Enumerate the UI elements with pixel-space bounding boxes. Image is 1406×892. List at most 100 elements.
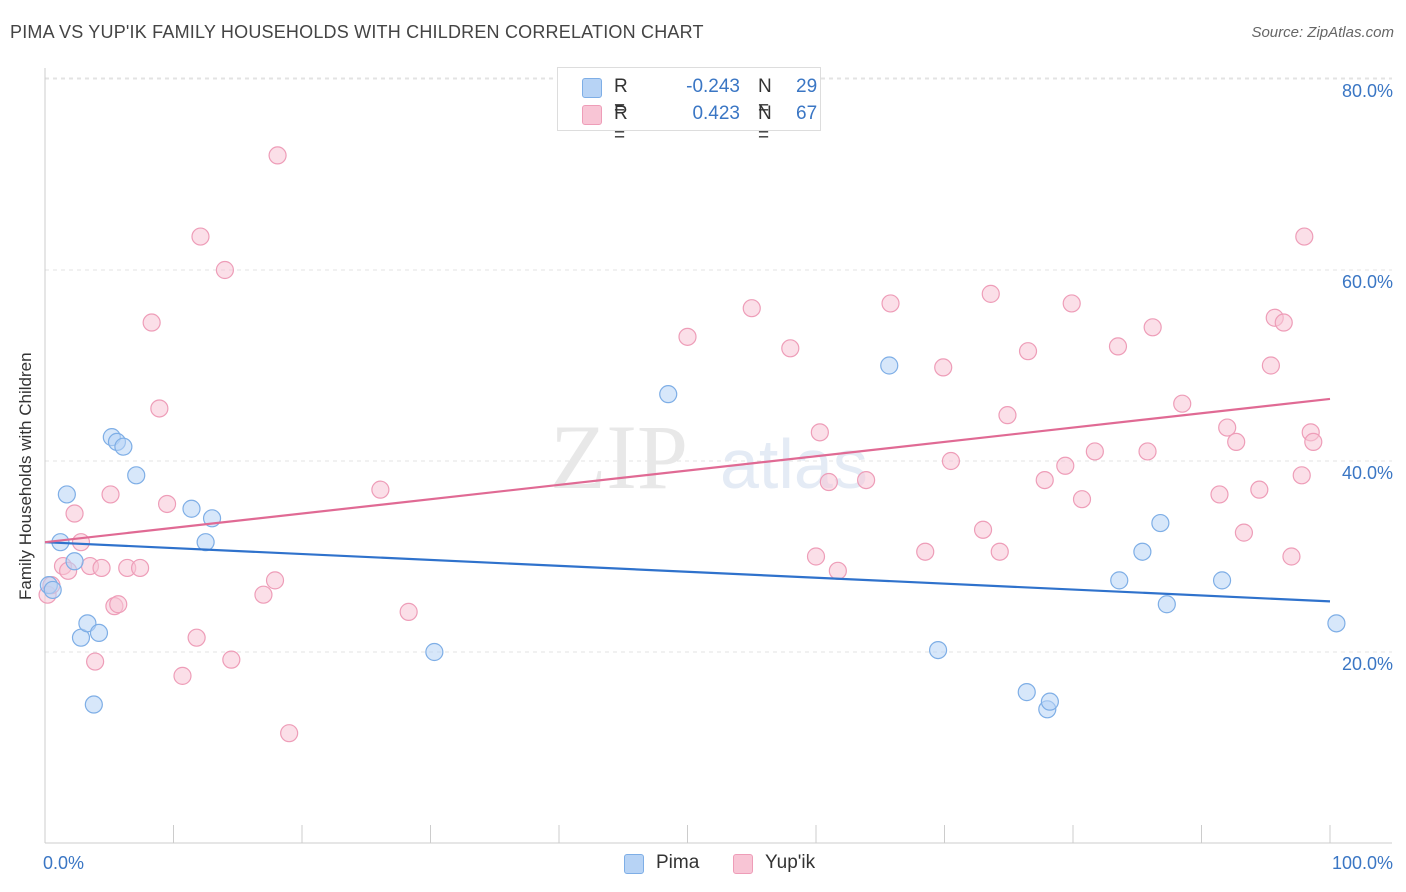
pima-point-3 xyxy=(57,485,76,504)
yupik-point-62 xyxy=(1282,547,1301,566)
yupik-n-label: N = xyxy=(758,103,772,146)
pima-point-7 xyxy=(84,695,103,714)
yupik-point-21 xyxy=(222,650,241,669)
yupik-point-23 xyxy=(265,571,285,590)
pima-legend-label: Pima xyxy=(656,852,700,873)
yupik-point-50 xyxy=(1108,337,1128,356)
yupik-point-38 xyxy=(934,358,953,377)
watermark-zip: ZIP xyxy=(550,406,688,508)
pima-n-label: N = xyxy=(758,76,772,119)
pima-point-24 xyxy=(1133,542,1152,561)
yupik-point-47 xyxy=(1062,294,1081,313)
pima-point-16 xyxy=(425,642,444,662)
yupik-point-48 xyxy=(1072,490,1092,509)
yupik-n-value: 67 xyxy=(796,103,818,124)
pima-point-28 xyxy=(1327,614,1346,633)
pima-point-22 xyxy=(1040,692,1059,711)
grid-layer xyxy=(45,77,1392,653)
yupik-point-22 xyxy=(254,585,273,604)
yupik-point-56 xyxy=(1227,432,1246,451)
pima-point-11 xyxy=(114,437,133,456)
pima-point-1 xyxy=(43,580,62,600)
yupik-point-35 xyxy=(857,471,876,490)
stats-legend: R = -0.243 N = 29 R = 0.423 N = 67 xyxy=(557,67,821,146)
yupik-point-40 xyxy=(973,520,993,539)
pima-point-19 xyxy=(928,640,948,660)
y-axis-label: Family Households with Children xyxy=(16,352,35,600)
yupik-point-26 xyxy=(371,480,390,499)
yupik-point-25 xyxy=(280,724,299,743)
yupik-point-7 xyxy=(86,652,105,671)
yupik-point-36 xyxy=(881,294,900,313)
yupik-point-33 xyxy=(819,472,838,492)
pima-point-20 xyxy=(1017,683,1036,702)
source-label: Source: ZipAtlas.com xyxy=(1251,24,1394,41)
chart-title: PIMA VS YUP'IK FAMILY HOUSEHOLDS WITH CH… xyxy=(10,22,704,42)
trend-layer xyxy=(44,397,1331,603)
yupik-point-32 xyxy=(810,423,829,442)
yupik-point-66 xyxy=(1304,432,1323,451)
pima-r-label: R = xyxy=(614,76,628,119)
pima-point-27 xyxy=(1212,571,1232,590)
axis-layer xyxy=(44,68,1392,844)
yupik-point-46 xyxy=(1056,456,1075,475)
pima-point-18 xyxy=(880,356,899,375)
yupik-point-29 xyxy=(742,299,761,318)
yupik-point-34 xyxy=(828,561,847,580)
yupik-point-39 xyxy=(941,451,961,471)
y-tick-label-80: 80.0% xyxy=(1342,81,1393,101)
yupik-point-13 xyxy=(130,558,150,578)
tick-label-layer: 20.0% 40.0% 60.0% 80.0% 0.0% 100.0% xyxy=(43,81,1393,873)
yupik-point-63 xyxy=(1292,466,1311,485)
yupik-r-label: R = xyxy=(614,103,628,146)
pima-n-value: 29 xyxy=(796,76,818,97)
pima-r-value: -0.243 xyxy=(686,76,740,97)
yupik-point-20 xyxy=(215,260,234,280)
yupik-point-9 xyxy=(101,485,120,504)
yupik-point-53 xyxy=(1173,394,1192,413)
pima-legend-swatch xyxy=(624,854,644,874)
yupik-point-8 xyxy=(92,558,111,578)
pima-point-17 xyxy=(659,385,678,404)
yupik-point-11 xyxy=(109,595,128,614)
yupik-point-61 xyxy=(1274,313,1293,332)
yupik-point-51 xyxy=(1138,442,1157,461)
y-tick-label-40: 40.0% xyxy=(1342,463,1393,483)
x-tick-label-end: 100.0% xyxy=(1332,853,1393,873)
yupik-point-57 xyxy=(1234,523,1254,542)
y-tick-label-60: 60.0% xyxy=(1342,272,1393,292)
yupik-point-5 xyxy=(71,533,91,552)
pima-point-8 xyxy=(89,623,109,643)
yupik-point-49 xyxy=(1085,442,1104,461)
yupik-point-17 xyxy=(173,666,192,685)
yupik-legend-swatch xyxy=(733,854,753,874)
yupik-point-28 xyxy=(678,327,697,346)
yupik-point-18 xyxy=(187,628,206,647)
yupik-point-64 xyxy=(1295,227,1314,246)
yupik-point-27 xyxy=(399,602,418,621)
yupik-point-24 xyxy=(268,146,287,165)
pima-point-12 xyxy=(127,466,146,485)
yupik-point-45 xyxy=(1035,471,1054,490)
pima-point-23 xyxy=(1110,571,1129,590)
yupik-point-42 xyxy=(990,542,1009,561)
yupik-point-41 xyxy=(981,284,1000,303)
yupik-point-31 xyxy=(806,547,826,566)
yupik-point-44 xyxy=(1018,342,1038,361)
yupik-point-43 xyxy=(998,406,1017,425)
x-tick-label-start: 0.0% xyxy=(43,853,84,873)
yupik-point-55 xyxy=(1218,418,1237,437)
yupik-r-value: 0.423 xyxy=(692,103,740,124)
y-tick-label-20: 20.0% xyxy=(1342,654,1393,674)
yupik-point-30 xyxy=(781,339,800,358)
yupik-point-4 xyxy=(65,504,84,523)
yupik-trend-line xyxy=(44,397,1331,544)
points-layer xyxy=(38,146,1346,743)
series-legend: Pima Yup'ik xyxy=(0,852,1406,878)
yupik-point-37 xyxy=(916,542,935,561)
watermark: ZIP atlas xyxy=(550,406,868,508)
pima-point-26 xyxy=(1157,595,1176,614)
yupik-point-59 xyxy=(1261,356,1280,375)
yupik-point-16 xyxy=(157,494,177,514)
